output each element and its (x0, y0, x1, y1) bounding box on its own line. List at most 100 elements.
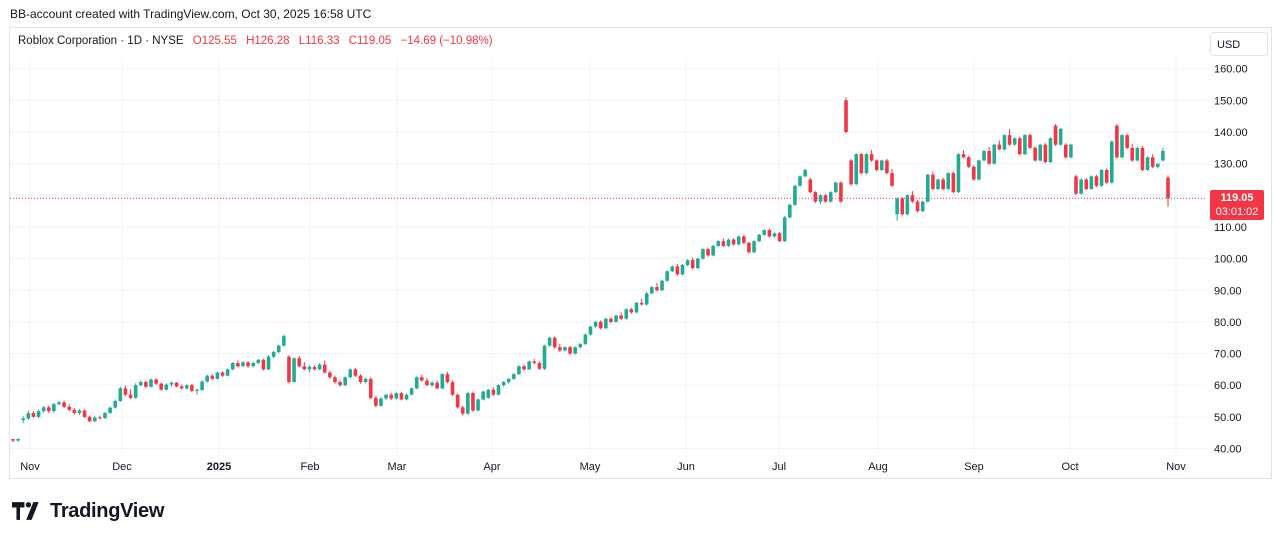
candle-body (966, 157, 971, 167)
candle-body (818, 195, 823, 202)
candle-body (368, 378, 373, 398)
candle (578, 343, 583, 349)
candle-body (1012, 138, 1017, 145)
candle-body (118, 388, 123, 402)
candle-body (701, 249, 705, 259)
candle-body (844, 100, 848, 132)
candle-body (629, 309, 634, 313)
candle-body (271, 351, 276, 357)
candle-body (450, 382, 455, 395)
candle (1089, 175, 1094, 190)
currency-button[interactable]: USD (1210, 32, 1268, 56)
candle (246, 361, 250, 368)
candle-body (348, 369, 353, 378)
candle-body (1155, 163, 1160, 167)
candle (389, 392, 393, 401)
candle-body (471, 393, 475, 411)
chart-frame (9, 27, 1272, 479)
candle-body (905, 195, 910, 215)
candle (706, 247, 710, 257)
candle-body (839, 182, 843, 202)
candle-body (1140, 147, 1145, 170)
candle-body (486, 389, 491, 398)
candle (665, 270, 669, 282)
candle-body (282, 336, 286, 346)
candle (522, 364, 526, 371)
candle (1038, 143, 1043, 162)
candle (1002, 134, 1007, 151)
candle (532, 358, 537, 365)
x-tick-label: Nov (1166, 461, 1186, 473)
candle (971, 165, 976, 181)
candle (445, 371, 450, 384)
candle-body (598, 321, 603, 329)
candle (149, 378, 153, 388)
candle (920, 200, 925, 213)
candle (144, 380, 148, 389)
candle-body (992, 144, 997, 164)
candle (634, 301, 639, 314)
candle (961, 150, 966, 159)
candle (312, 365, 317, 371)
candle-body (977, 160, 981, 180)
candle-body (440, 374, 445, 389)
candle (230, 362, 235, 371)
candle-body (680, 264, 685, 275)
candle (946, 172, 951, 190)
candle (466, 392, 470, 415)
x-tick-label: Jul (772, 461, 786, 473)
candle-body (287, 356, 291, 383)
candle-body (859, 154, 864, 174)
candle (1023, 134, 1027, 156)
candle (517, 365, 521, 376)
candle-body (803, 169, 807, 177)
candle (210, 374, 215, 381)
candle (36, 409, 41, 419)
candle-body (593, 321, 598, 327)
candle-body (154, 379, 158, 384)
candle-body (706, 249, 710, 256)
y-tick-label: 60.00 (1214, 380, 1242, 392)
candle (154, 378, 158, 385)
candle (593, 320, 598, 328)
candle-body (256, 359, 261, 364)
candle-body (849, 160, 853, 185)
candle (266, 355, 271, 371)
candle (859, 152, 864, 175)
candle-body (864, 154, 869, 174)
x-tick-label: May (580, 461, 601, 473)
candle-body (660, 280, 664, 291)
y-tick-label: 130.00 (1214, 159, 1248, 171)
legend-high: H126.28 (246, 35, 290, 47)
price-axis: 40.00 50.00 60.00 70.00 80.00 90.00 100.00 110.… (1214, 64, 1248, 456)
candle-body (57, 402, 61, 405)
symbol-legend: Roblox Corporation · 1D · NYSE O125.55 H… (18, 35, 493, 47)
candle-body (854, 154, 859, 185)
candle (782, 215, 787, 243)
candle (629, 307, 634, 314)
candle (1161, 147, 1165, 162)
candle-body (634, 302, 639, 313)
candle (399, 392, 404, 401)
candle-body (588, 326, 593, 335)
x-tick-label: 2025 (207, 461, 231, 473)
candle-body (72, 409, 77, 414)
candle (128, 388, 133, 400)
candle-body (869, 154, 874, 161)
tradingview-logo[interactable]: TradingView (12, 498, 164, 524)
candle (113, 399, 118, 409)
last-price-label: 119.05 03:01:02 (1210, 190, 1264, 220)
x-tick-label: Nov (20, 461, 40, 473)
candle-body (307, 366, 312, 370)
candle (159, 382, 164, 391)
candle (1150, 154, 1155, 169)
candle (644, 291, 649, 306)
candle (276, 344, 281, 354)
candle (481, 390, 485, 401)
y-tick-label: 70.00 (1214, 349, 1242, 361)
candle (11, 439, 15, 443)
candle-body (726, 239, 731, 246)
candle-body (246, 362, 250, 367)
candle (798, 175, 802, 187)
